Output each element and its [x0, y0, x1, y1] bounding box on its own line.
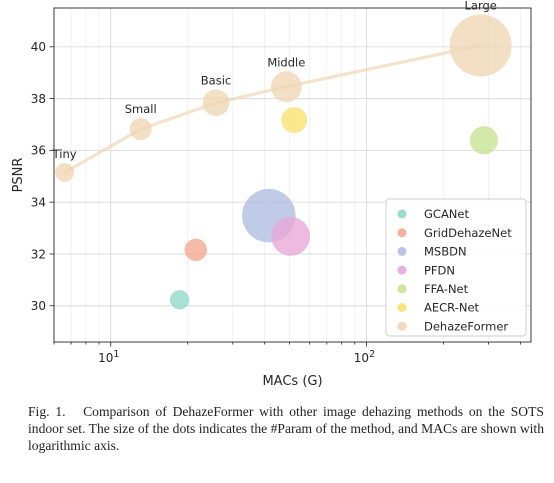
legend-label: AECR-Net: [424, 301, 480, 315]
bubble-dehazeformer: [202, 89, 230, 117]
legend-marker: [397, 228, 407, 238]
x-axis-label: MACs (G): [262, 374, 322, 389]
bubble-dehazeformer: [129, 118, 152, 141]
y-tick-label: 34: [31, 195, 46, 209]
bubble-label: Large: [465, 0, 497, 13]
legend-marker: [397, 321, 407, 331]
legend-marker: [397, 303, 407, 312]
bubble-dehazeformer: [55, 163, 74, 182]
y-tick-label: 40: [31, 40, 46, 54]
x-tick-base: 10: [98, 351, 113, 365]
legend-box: [385, 198, 527, 337]
bubble-label: Tiny: [52, 147, 77, 161]
legend-label: DehazeFormer: [424, 319, 508, 333]
caption-label: Fig. 1.: [28, 404, 66, 419]
x-tick-base: 10: [354, 351, 369, 365]
bubble-ffa-net: [469, 126, 499, 155]
bubble-dehazeformer: [270, 71, 302, 103]
legend-label: MSBDN: [424, 245, 467, 259]
annotation-layer: Tiny Small Basic Middle Large: [52, 0, 497, 161]
legend-label: GridDehazeNet: [424, 226, 512, 240]
bubble-gcanet: [169, 290, 190, 310]
figure-caption: Fig. 1. Comparison of DehazeFormer with …: [28, 403, 544, 454]
caption-text: Comparison of DehazeFormer with other im…: [28, 404, 544, 453]
y-tick-label: 36: [31, 144, 46, 158]
plot-frame: [53, 7, 532, 343]
y-tick-label: 30: [31, 299, 46, 313]
y-tick-label: 32: [31, 247, 46, 261]
legend-marker: [397, 265, 407, 275]
legend-marker: [397, 209, 407, 219]
y-axis-label: PSNR: [11, 158, 26, 193]
bubble-label: Small: [125, 102, 157, 116]
legend-marker: [397, 246, 407, 256]
legend: GCANet GridDehazeNet MSBDN PFDN FFA-Net AECR-…: [385, 198, 527, 337]
x-tick-label: 101: [98, 349, 119, 365]
scatter-chart: Tiny Small Basic Middle Large 30 32 34 36 38 40 10…: [11, 0, 532, 389]
legend-marker: [397, 284, 407, 294]
legend-label: FFA-Net: [424, 282, 469, 296]
x-tick-exponent: 2: [369, 349, 375, 360]
legend-label: GCANet: [424, 207, 469, 221]
points-layer: [55, 14, 512, 310]
bubble-label: Middle: [267, 55, 305, 69]
bubble-aecr-net: [281, 107, 308, 134]
x-tick-label: 102: [354, 349, 375, 365]
bubble-griddehazenet: [184, 238, 207, 262]
x-tick-exponent: 1: [113, 349, 119, 360]
y-tick-label: 38: [31, 92, 46, 106]
legend-label: PFDN: [424, 263, 455, 277]
bubble-label: Basic: [201, 73, 231, 87]
bubble-dehazeformer: [449, 14, 512, 77]
bubble-pfdn: [271, 216, 311, 256]
